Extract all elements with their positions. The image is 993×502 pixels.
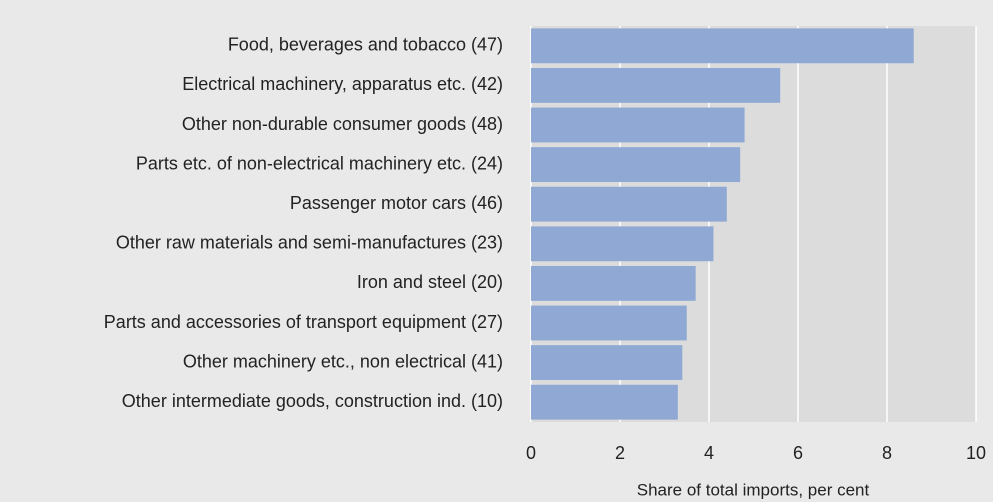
x-tick-label: 4: [704, 443, 714, 463]
y-tick-label: Parts etc. of non-electrical machinery e…: [136, 153, 503, 173]
y-tick-label: Electrical machinery, apparatus etc. (42…: [182, 74, 503, 94]
bar: [531, 345, 683, 381]
y-tick-label: Food, beverages and tobacco (47): [228, 35, 503, 55]
bar: [531, 265, 696, 301]
bar: [531, 305, 687, 341]
x-tick-label: 2: [615, 443, 625, 463]
y-tick-label: Other non-durable consumer goods (48): [182, 114, 503, 134]
x-axis-label: Share of total imports, per cent: [637, 480, 870, 499]
y-tick-label: Other machinery etc., non electrical (41…: [183, 351, 503, 371]
bar: [531, 147, 741, 183]
bar: [531, 186, 727, 222]
y-tick-label: Passenger motor cars (46): [290, 193, 503, 213]
bar: [531, 226, 714, 262]
bar: [531, 107, 745, 143]
y-tick-label: Other intermediate goods, construction i…: [122, 391, 503, 411]
x-tick-label: 6: [793, 443, 803, 463]
x-tick-label: 10: [966, 443, 986, 463]
x-tick-label: 0: [526, 443, 536, 463]
bar: [531, 28, 914, 64]
x-tick-label: 8: [882, 443, 892, 463]
y-tick-label: Parts and accessories of transport equip…: [104, 312, 503, 332]
y-tick-label: Other raw materials and semi-manufacture…: [116, 233, 503, 253]
bar: [531, 384, 678, 420]
bar: [531, 67, 781, 103]
y-tick-label: Iron and steel (20): [357, 272, 503, 292]
